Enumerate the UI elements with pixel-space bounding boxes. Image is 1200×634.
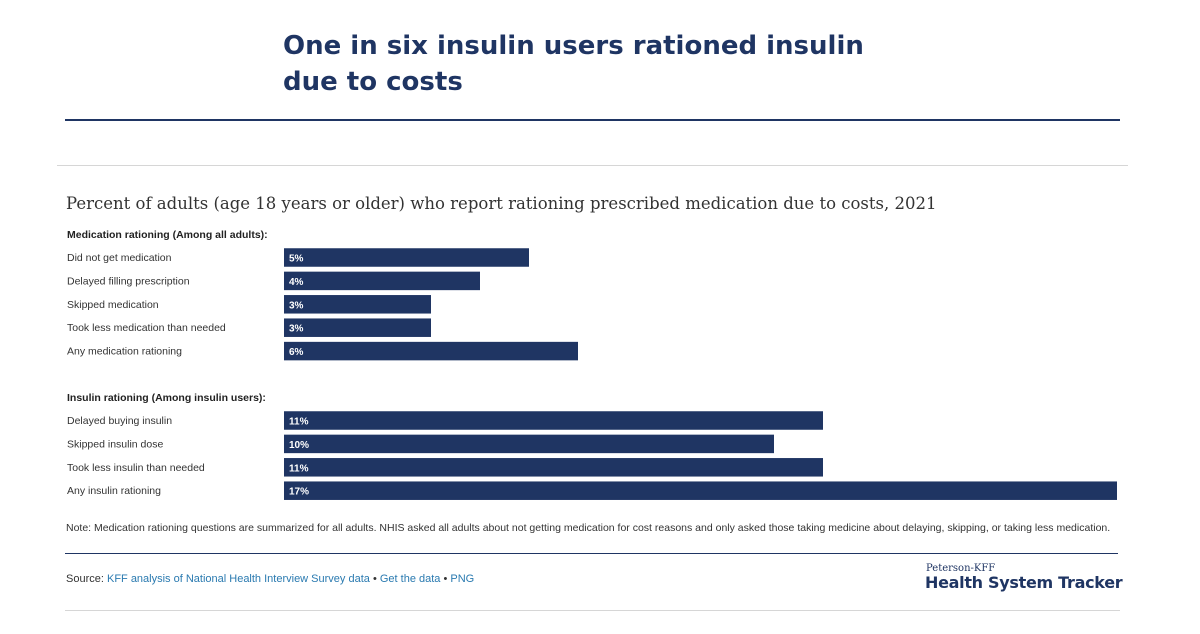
bar-value-label: 17% [289,487,309,498]
chart-note: Note: Medication rationing questions are… [66,522,1111,534]
logo-top-text: Peterson-KFF [926,563,996,574]
bar [284,271,480,291]
category-label: Any medication rationing [67,346,182,358]
bar-value-label: 3% [289,300,304,311]
bar-value-label: 11% [289,417,309,428]
category-label: Did not get medication [67,252,172,264]
source-label: Source: [66,573,104,585]
chart-headline: One in six insulin users rationed insuli… [283,31,864,97]
png-link[interactable]: PNG [450,573,475,585]
section-divider [57,165,1128,166]
logo-main-text: Health System Tracker [925,573,1123,592]
category-label: Took less medication than needed [67,322,226,334]
bar [284,458,823,477]
source-separator: • [372,573,377,585]
bar-value-label: 4% [289,277,304,288]
group-label: Insulin rationing (Among insulin users): [67,392,266,404]
category-label: Any insulin rationing [67,485,161,497]
bar [284,434,774,454]
source-analysis-link[interactable]: KFF analysis of National Health Intervie… [106,573,370,585]
bar [284,411,823,430]
bar [284,318,431,337]
category-label: Delayed buying insulin [67,415,172,427]
source-line: Source: KFF analysis of National Health … [66,573,474,585]
bar-value-label: 10% [289,440,309,451]
source-separator-2: • [443,573,448,585]
category-label: Took less insulin than needed [67,462,205,474]
bar-chart: Medication rationing (Among all adults):… [67,229,1117,500]
bar-value-label: 6% [289,347,304,358]
bar-value-label: 11% [289,463,309,474]
category-label: Skipped insulin dose [67,438,163,450]
get-data-link[interactable]: Get the data [379,573,441,585]
bottom-divider [65,610,1120,611]
bar [284,295,431,314]
source-divider [65,553,1118,554]
bar-value-label: 5% [289,254,304,265]
headline-divider [65,119,1120,121]
group-label: Medication rationing (Among all adults): [67,229,268,241]
bar [284,481,1117,500]
category-label: Delayed filling prescription [67,275,190,287]
bar-value-label: 3% [289,324,304,335]
category-label: Skipped medication [67,299,159,311]
bar [284,341,578,361]
chart-title: Percent of adults (age 18 years or older… [66,194,937,213]
bar [284,248,529,267]
